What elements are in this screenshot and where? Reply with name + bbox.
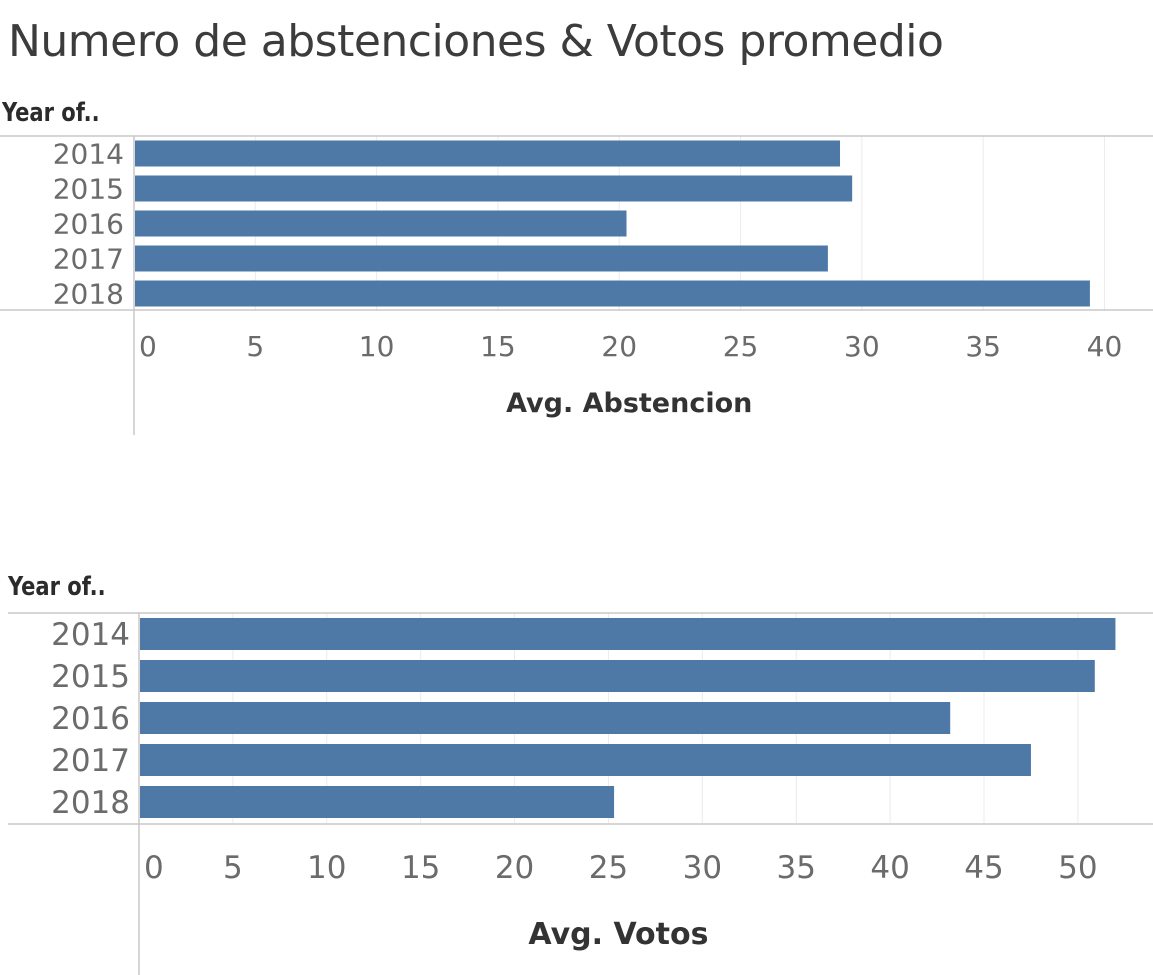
bar-2017 bbox=[135, 245, 828, 272]
category-label-2015: 2015 bbox=[53, 173, 124, 206]
abstencion-x-axis-title: Avg. Abstencion bbox=[506, 388, 752, 419]
x-tick-label: 5 bbox=[246, 330, 264, 363]
category-label-2018: 2018 bbox=[51, 785, 130, 821]
row-header-abstencion: Year of.. bbox=[2, 98, 100, 128]
votos-x-axis-title: Avg. Votos bbox=[528, 917, 708, 952]
bar-2015 bbox=[140, 660, 1095, 692]
x-tick-label: 10 bbox=[359, 330, 395, 363]
category-label-2016: 2016 bbox=[53, 208, 124, 241]
x-tick-label: 0 bbox=[144, 850, 164, 886]
category-label-2015: 2015 bbox=[51, 659, 130, 695]
bar-2017 bbox=[140, 744, 1031, 776]
x-tick-label: 5 bbox=[223, 850, 243, 886]
bar-2016 bbox=[140, 702, 951, 734]
category-label-2014: 2014 bbox=[53, 138, 124, 171]
dashboard-title: Numero de abstenciones & Votos promedio bbox=[8, 16, 944, 67]
bar-2016 bbox=[135, 210, 627, 237]
x-tick-label: 25 bbox=[589, 850, 628, 886]
bar-2014 bbox=[140, 618, 1116, 650]
x-tick-label: 35 bbox=[965, 330, 1001, 363]
bar-2014 bbox=[135, 140, 841, 167]
bar-2018 bbox=[135, 280, 1090, 307]
x-tick-label: 35 bbox=[776, 850, 815, 886]
row-header-votos: Year of.. bbox=[8, 572, 106, 602]
x-tick-label: 50 bbox=[1058, 850, 1097, 886]
category-label-2017: 2017 bbox=[51, 743, 130, 779]
x-tick-label: 0 bbox=[139, 330, 157, 363]
category-label-2017: 2017 bbox=[53, 243, 124, 276]
x-tick-label: 40 bbox=[1087, 330, 1123, 363]
x-tick-label: 40 bbox=[870, 850, 909, 886]
x-tick-label: 30 bbox=[844, 330, 880, 363]
bar-2018 bbox=[140, 786, 615, 818]
x-tick-label: 20 bbox=[495, 850, 534, 886]
votos-bar-chart: 2014 2015 2016 2017 2018 0 5 10 15 20 25 30 35 40 45 50… bbox=[8, 612, 1153, 975]
x-tick-label: 45 bbox=[964, 850, 1003, 886]
bar-2015 bbox=[135, 175, 853, 202]
x-tick-label: 10 bbox=[307, 850, 346, 886]
category-label-2016: 2016 bbox=[51, 701, 130, 737]
x-tick-label: 25 bbox=[723, 330, 759, 363]
x-tick-label: 20 bbox=[601, 330, 637, 363]
x-tick-label: 15 bbox=[401, 850, 440, 886]
category-label-2014: 2014 bbox=[51, 617, 130, 653]
x-tick-label: 15 bbox=[480, 330, 516, 363]
category-label-2018: 2018 bbox=[53, 278, 124, 311]
x-tick-label: 30 bbox=[683, 850, 722, 886]
